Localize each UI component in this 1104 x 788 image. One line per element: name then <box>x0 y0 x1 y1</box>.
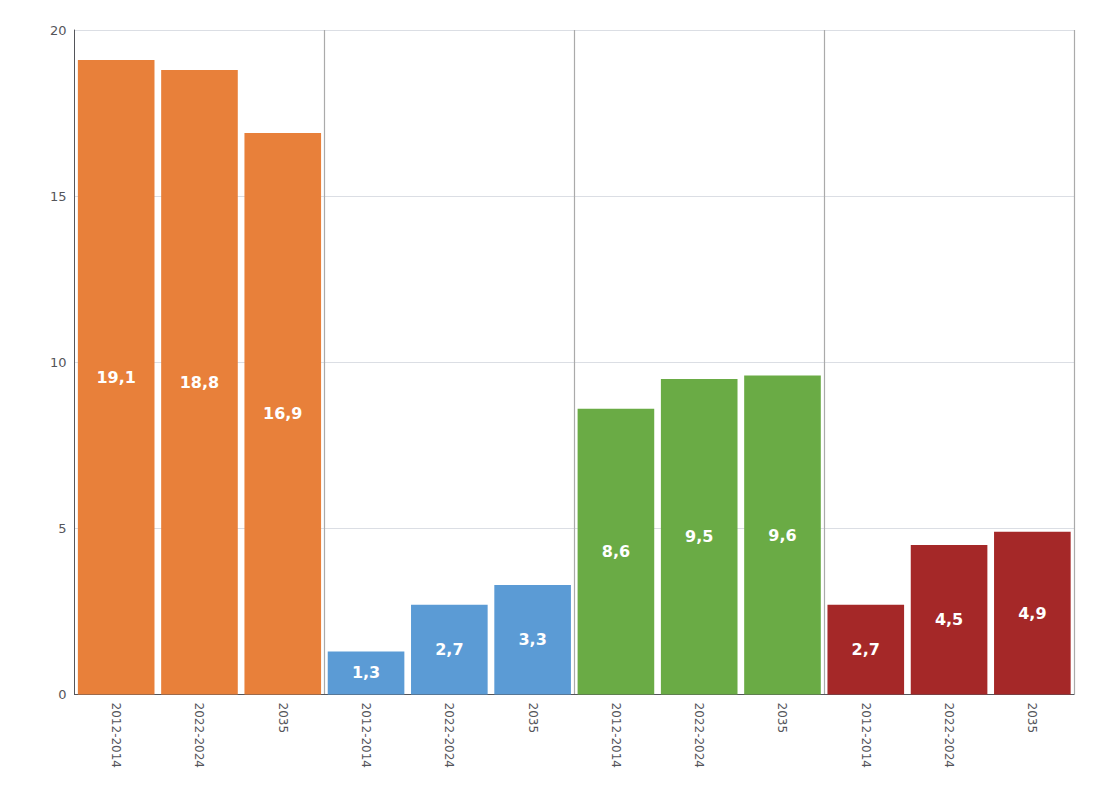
svg-text:2035: 2035 <box>276 703 290 734</box>
svg-text:2035: 2035 <box>775 703 789 734</box>
svg-text:4,5: 4,5 <box>935 610 963 629</box>
svg-text:2022-2024: 2022-2024 <box>442 703 456 768</box>
svg-text:2,7: 2,7 <box>435 640 463 659</box>
svg-text:1,3: 1,3 <box>352 663 380 682</box>
svg-text:19,1: 19,1 <box>96 368 135 387</box>
svg-text:16,9: 16,9 <box>263 404 302 423</box>
svg-text:15: 15 <box>50 189 67 204</box>
svg-text:2022-2024: 2022-2024 <box>192 703 206 768</box>
svg-text:2035: 2035 <box>526 703 540 734</box>
svg-text:2035: 2035 <box>1025 703 1039 734</box>
svg-text:2,7: 2,7 <box>852 640 880 659</box>
svg-text:2022-2024: 2022-2024 <box>942 703 956 768</box>
svg-text:10: 10 <box>50 355 67 370</box>
svg-text:5: 5 <box>58 521 66 536</box>
svg-text:20: 20 <box>50 23 67 38</box>
svg-text:4,9: 4,9 <box>1018 604 1046 623</box>
svg-text:2012-2014: 2012-2014 <box>859 703 873 768</box>
svg-text:8,6: 8,6 <box>602 542 630 561</box>
svg-text:9,6: 9,6 <box>768 526 796 545</box>
svg-text:9,5: 9,5 <box>685 527 713 546</box>
svg-text:18,8: 18,8 <box>180 373 219 392</box>
svg-text:2022-2024: 2022-2024 <box>692 703 706 768</box>
svg-text:2012-2014: 2012-2014 <box>609 703 623 768</box>
svg-text:2012-2014: 2012-2014 <box>359 703 373 768</box>
svg-text:3,3: 3,3 <box>518 630 546 649</box>
svg-text:0: 0 <box>58 687 66 702</box>
svg-text:2012-2014: 2012-2014 <box>109 703 123 768</box>
